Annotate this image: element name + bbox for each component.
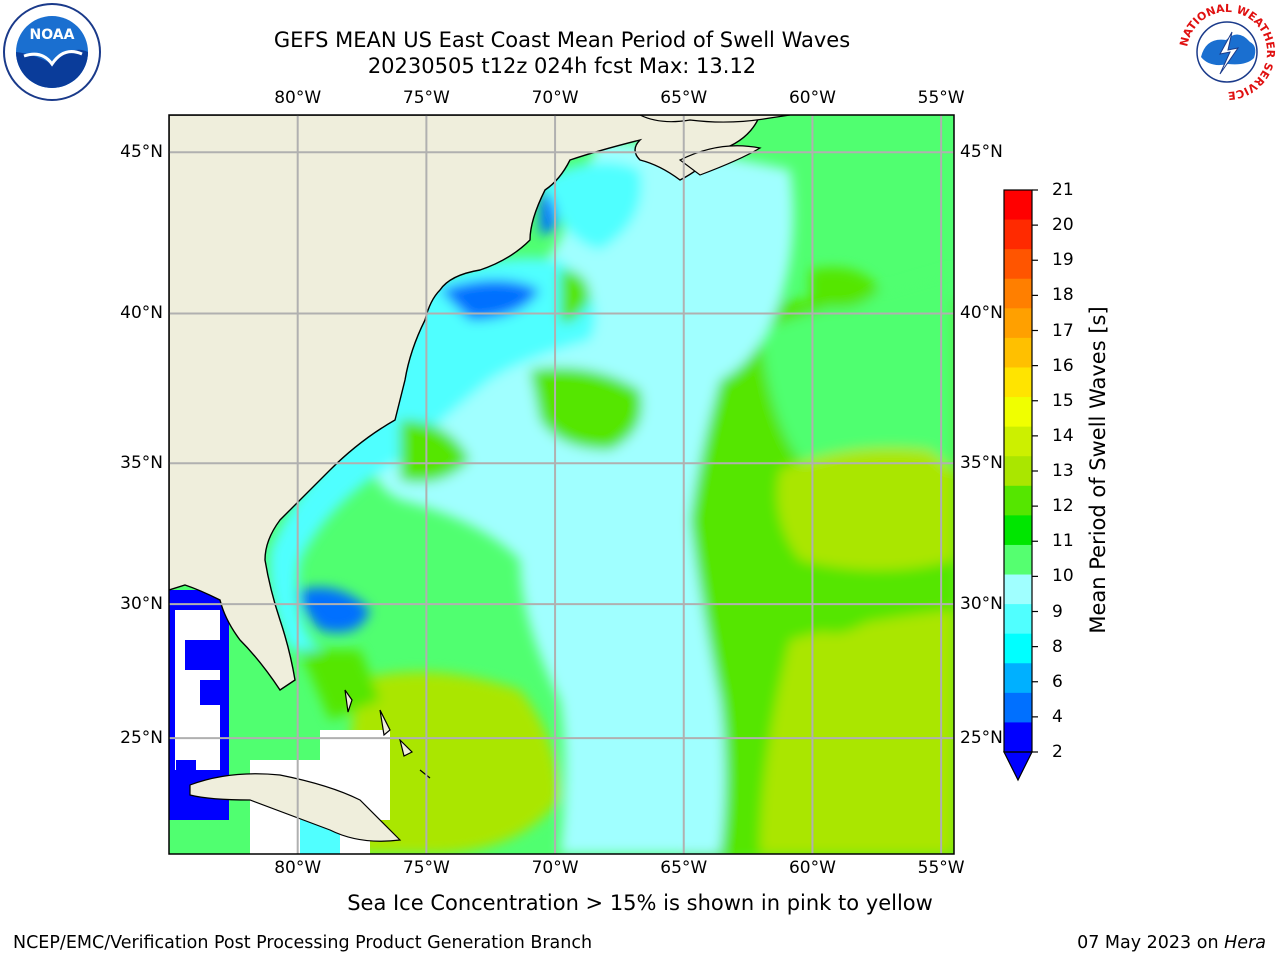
lat-tick-label: 45°N — [120, 142, 163, 163]
colorbar-tick-label: 15 — [1052, 390, 1074, 411]
colorbar-tick-label: 18 — [1052, 285, 1074, 306]
colorbar-segment — [1004, 692, 1032, 723]
lon-tick-label: 60°W — [788, 88, 836, 108]
colorbar-tick-label: 6 — [1052, 671, 1063, 692]
colorbar-tick-label: 12 — [1052, 496, 1074, 517]
colorbar-tick-label: 4 — [1052, 706, 1063, 727]
colorbar-segment — [1004, 544, 1032, 576]
colorbar-segment — [1004, 219, 1032, 250]
colorbar-tick-label: 19 — [1052, 250, 1074, 271]
sea-ice-note: Sea Ice Concentration > 15% is shown in … — [347, 891, 933, 915]
colorbar-segment — [1004, 397, 1032, 428]
colorbar-tick-label: 17 — [1052, 320, 1074, 341]
lat-tick-label: 30°N — [960, 594, 1003, 615]
lon-tick-label: 65°W — [660, 88, 708, 108]
lon-tick-label: 70°W — [531, 88, 579, 108]
colorbar-segment — [1004, 604, 1032, 635]
colorbar-tick-label: 2 — [1052, 742, 1063, 762]
colorbar-label: Mean Period of Swell Waves [s] — [1086, 306, 1110, 634]
lon-tick-label: 55°W — [917, 858, 965, 878]
colorbar-segment — [1004, 574, 1032, 605]
nws-logo-icon: NATIONAL WEATHER SERVICE — [1177, 2, 1277, 102]
land-bahamas — [344, 689, 431, 779]
colorbar-segment — [1004, 426, 1032, 457]
land-cuba — [189, 773, 402, 842]
colorbar-segment — [1004, 663, 1032, 694]
colorbar-segment — [1004, 308, 1032, 339]
map-gridlines — [169, 115, 954, 854]
lat-tick-label: 25°N — [120, 728, 163, 749]
chart-subtitle: 20230505 t12z 024h fcst Max: 13.12 — [367, 54, 757, 78]
lat-tick-label: 40°N — [120, 303, 163, 324]
lat-tick-label: 40°N — [960, 303, 1003, 324]
date-line: 07 May 2023 on Hera — [1077, 933, 1266, 953]
colorbar-segment — [1004, 367, 1032, 398]
colorbar-segment — [1004, 456, 1032, 487]
lon-tick-label: 55°W — [917, 88, 965, 108]
lon-tick-label: 65°W — [660, 858, 708, 878]
colorbar-segment — [1004, 190, 1032, 221]
colorbar-tick-label: 14 — [1052, 425, 1074, 446]
noaa-logo-text: NOAA — [30, 27, 75, 43]
colorbar-segment — [1004, 249, 1032, 280]
colorbar-tick-label: 10 — [1052, 566, 1074, 587]
colorbar-segment — [1004, 633, 1032, 664]
lat-tick-label: 35°N — [960, 453, 1003, 474]
credit-line: NCEP/EMC/Verification Post Processing Pr… — [13, 933, 593, 953]
colorbar-tick-label: 9 — [1052, 601, 1063, 622]
colorbar-tick-label: 13 — [1052, 461, 1074, 481]
colorbar-segment — [1004, 337, 1032, 368]
map-field — [169, 115, 954, 854]
colorbar-tick-label: 8 — [1052, 636, 1063, 657]
colorbar-tick-label: 21 — [1052, 180, 1074, 200]
lon-tick-label: 70°W — [531, 858, 579, 878]
colorbar — [1003, 189, 1038, 782]
lon-tick-label: 60°W — [788, 858, 836, 878]
host-text: Hera — [1224, 933, 1266, 953]
land-nova-scotia — [639, 115, 791, 176]
lat-tick-label: 30°N — [120, 594, 163, 615]
lat-tick-label: 45°N — [960, 142, 1003, 163]
colorbar-segment — [1004, 485, 1032, 516]
colorbar-segment — [1004, 722, 1032, 753]
chart-title: GEFS MEAN US East Coast Mean Period of S… — [273, 28, 851, 52]
colorbar-segment — [1004, 278, 1032, 309]
colorbar-tick-label: 11 — [1052, 531, 1074, 552]
colorbar-extend-triangle — [1003, 751, 1033, 782]
colorbar-tick-label: 20 — [1052, 215, 1074, 236]
lon-tick-label: 75°W — [402, 88, 450, 108]
noaa-logo-icon: NOAA — [3, 3, 101, 101]
lon-tick-label: 75°W — [402, 858, 450, 878]
lon-tick-label: 80°W — [274, 88, 322, 108]
lon-tick-label: 80°W — [274, 858, 322, 878]
lat-tick-label: 25°N — [960, 728, 1003, 749]
map-frame — [168, 114, 955, 855]
colorbar-segment — [1004, 515, 1032, 546]
colorbar-tick-label: 16 — [1052, 355, 1074, 376]
date-text: 07 May 2023 on — [1077, 933, 1219, 953]
lat-tick-label: 35°N — [120, 453, 163, 474]
